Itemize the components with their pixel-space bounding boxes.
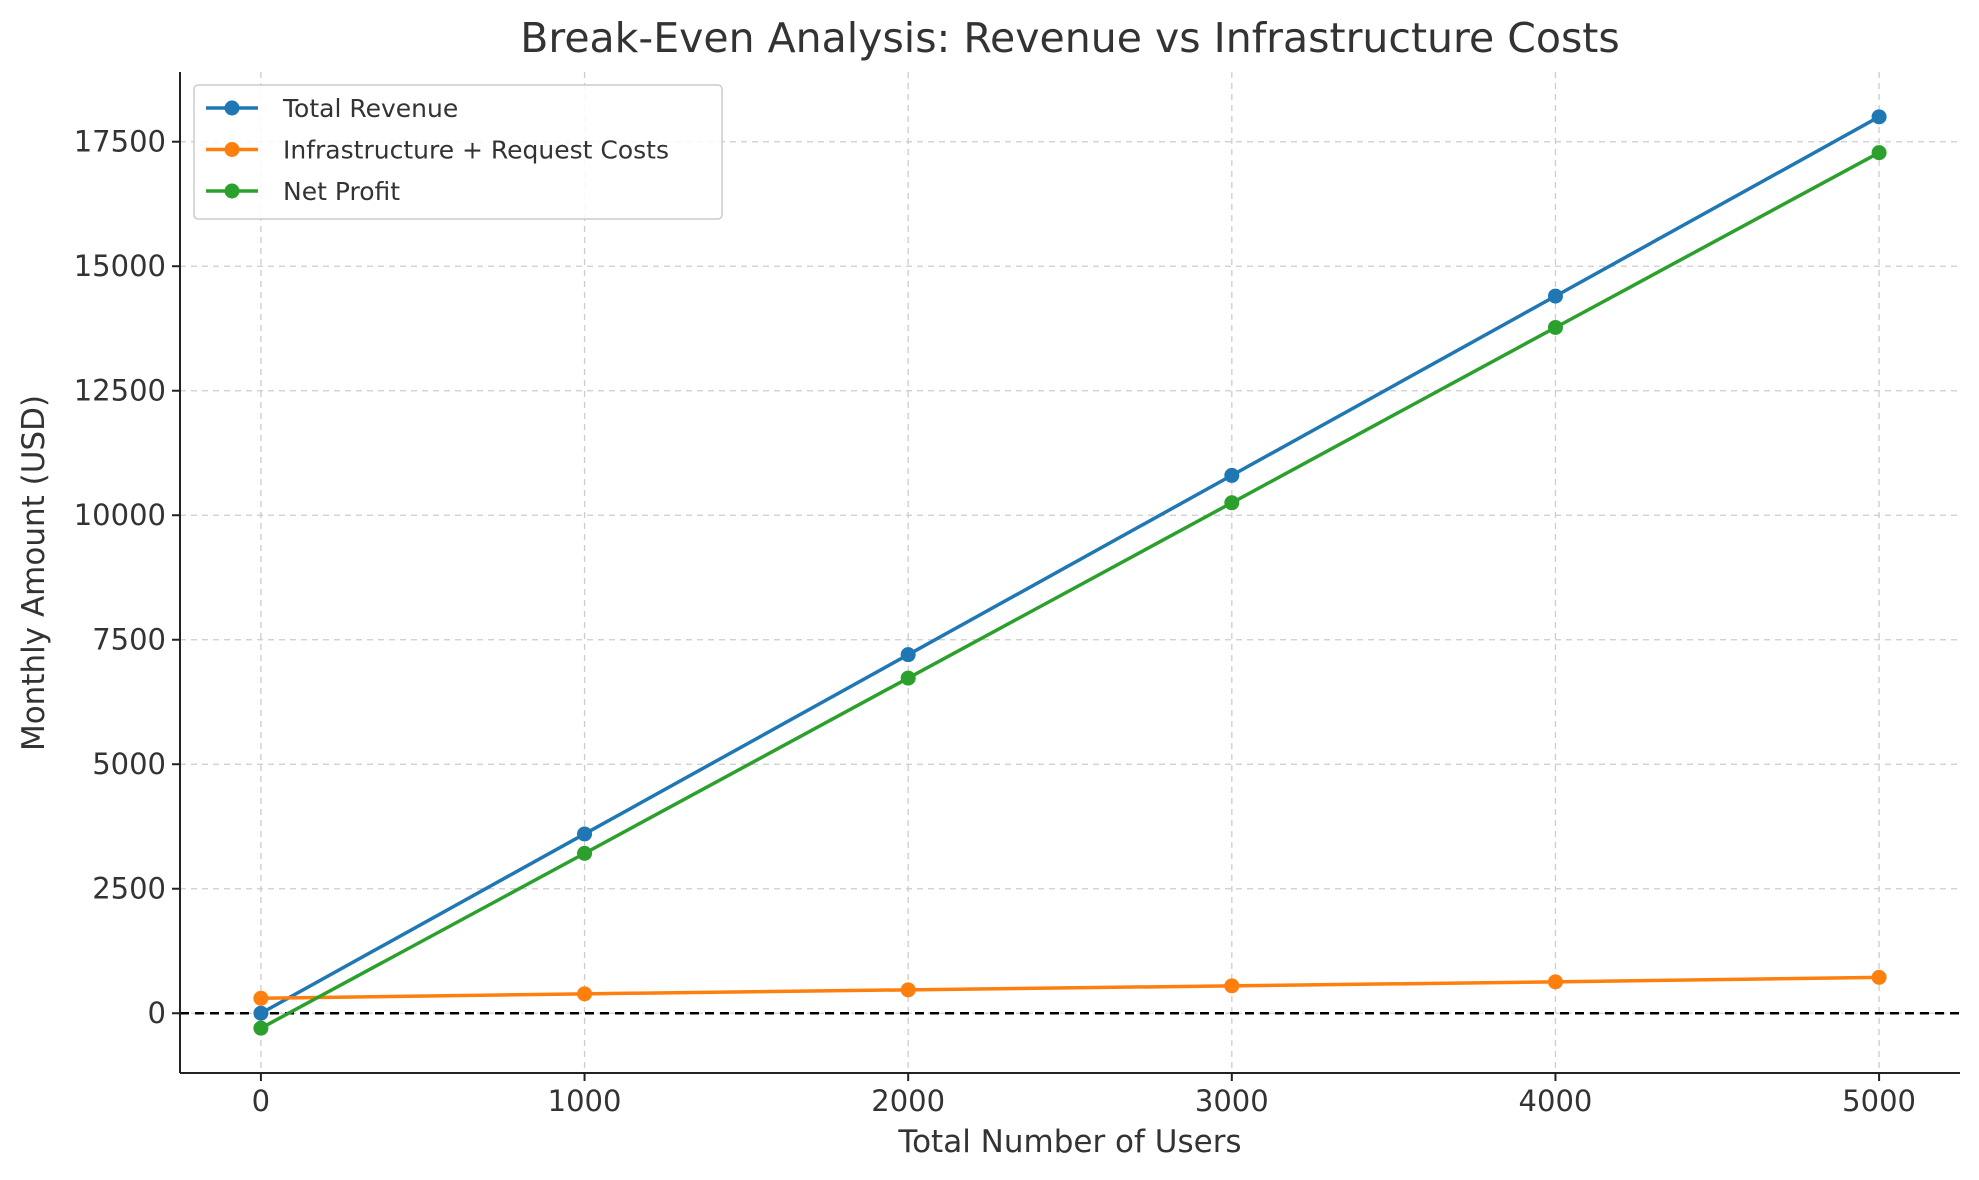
- series-point: [1547, 974, 1563, 990]
- series-2: [253, 145, 1887, 1036]
- y-axis-label: Monthly Amount (USD): [16, 395, 52, 751]
- legend-label: Infrastructure + Request Costs: [283, 136, 669, 165]
- series-point: [1547, 288, 1563, 304]
- legend-items: Total Revenue Infrastructure + Request Co…: [206, 94, 669, 206]
- y-tick-label: 15000: [74, 249, 166, 283]
- y-tick-label: 10000: [74, 498, 166, 532]
- legend-box: [193, 84, 723, 220]
- series-point: [253, 1020, 269, 1036]
- series-point: [1547, 319, 1563, 335]
- legend-marker: [224, 183, 240, 199]
- series-point: [1224, 467, 1240, 483]
- tick-layer: 0 1000 2000 3000 4000 5000 0 2500 5000 7500 10000 1…: [74, 125, 1916, 1118]
- x-tick-label: 5000: [1842, 1084, 1916, 1118]
- axes-layer: [179, 72, 1960, 1074]
- chart-title: Break-Even Analysis: Revenue vs Infrastr…: [520, 14, 1620, 62]
- grid-layer: [180, 72, 1960, 1073]
- legend-label: Total Revenue: [282, 94, 458, 123]
- legend-marker: [224, 100, 240, 116]
- x-axis-label: Total Number of Users: [897, 1124, 1241, 1160]
- y-tick-label: 2500: [92, 872, 166, 906]
- series-line: [260, 115, 1880, 1015]
- x-tick-label: 2000: [871, 1084, 945, 1118]
- series-point: [900, 670, 916, 686]
- series-point: [1224, 495, 1240, 511]
- series-point: [900, 647, 916, 663]
- series-0: [253, 109, 1887, 1021]
- series-point: [253, 1005, 269, 1021]
- y-tick-label: 17500: [74, 125, 166, 159]
- series-point: [900, 982, 916, 998]
- y-tick-label: 0: [148, 996, 166, 1030]
- series-point: [577, 845, 593, 861]
- x-tick-label: 1000: [548, 1084, 622, 1118]
- series-point: [1871, 145, 1887, 161]
- series-point: [1871, 109, 1887, 125]
- series-line: [260, 975, 1880, 1001]
- legend-label: Net Profit: [283, 177, 400, 206]
- legend: Total Revenue Infrastructure + Request Co…: [193, 84, 723, 220]
- series-point: [577, 986, 593, 1002]
- x-tick-label: 0: [252, 1084, 270, 1118]
- series-layer: [253, 109, 1887, 1036]
- series-1: [253, 969, 1887, 1006]
- series-point: [577, 826, 593, 842]
- series-line: [260, 151, 1880, 1030]
- x-tick-label: 4000: [1519, 1084, 1593, 1118]
- series-point: [1224, 978, 1240, 994]
- x-tick-label: 3000: [1195, 1084, 1269, 1118]
- legend-marker: [224, 142, 240, 157]
- y-tick-label: 5000: [92, 747, 166, 781]
- series-point: [253, 990, 269, 1006]
- y-tick-label: 12500: [74, 374, 166, 408]
- series-point: [1871, 969, 1887, 985]
- y-tick-label: 7500: [92, 623, 166, 657]
